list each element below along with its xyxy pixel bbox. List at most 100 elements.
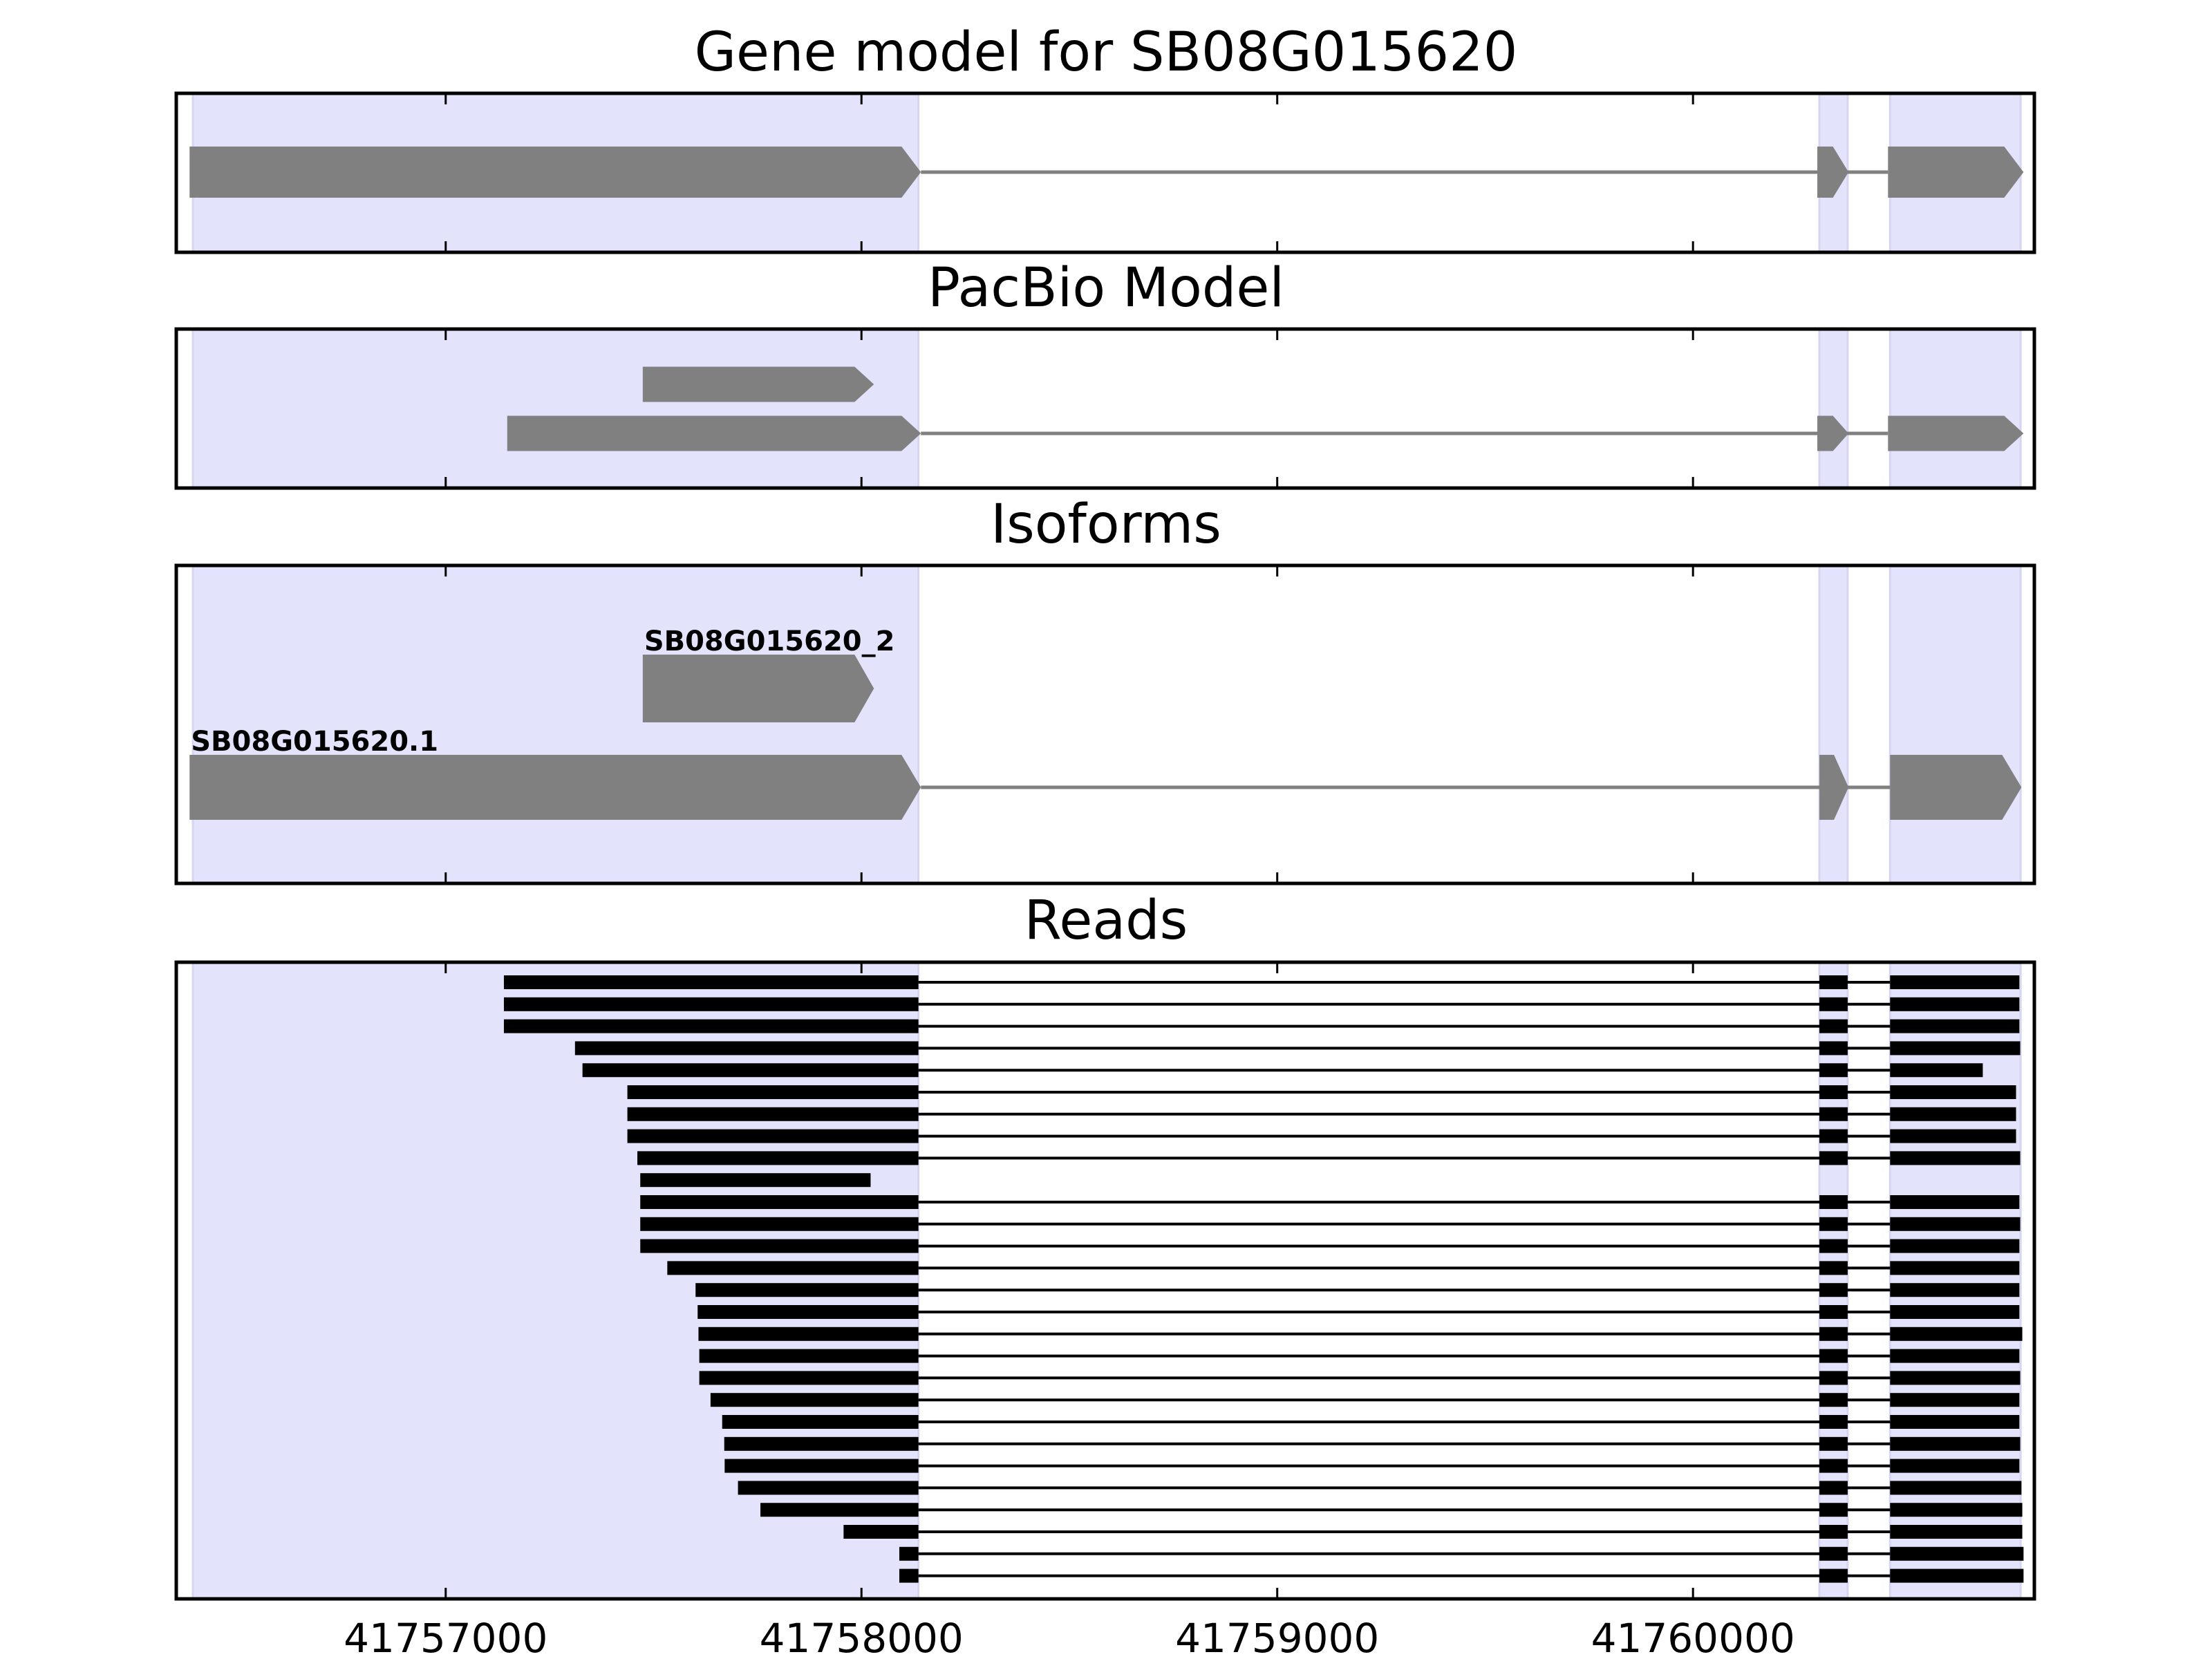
read-block — [710, 1393, 919, 1407]
read-block — [760, 1503, 919, 1517]
axes-frame — [174, 563, 2036, 885]
x-tick-label: 41759000 — [1175, 1615, 1379, 1659]
read-block — [627, 1129, 919, 1143]
read-block — [1819, 1349, 1848, 1363]
read-block — [1819, 1239, 1848, 1253]
read-block — [699, 1349, 919, 1363]
read-block — [637, 1151, 919, 1165]
read-block — [843, 1525, 919, 1539]
read-block — [1890, 1371, 2021, 1385]
read-block — [1890, 1393, 2020, 1407]
read-block — [1819, 1063, 1848, 1078]
read-block — [1890, 1019, 2020, 1033]
read-block — [1890, 1217, 2021, 1231]
read-block — [1890, 1459, 2020, 1473]
read-block — [695, 1283, 919, 1297]
read-block — [640, 1173, 871, 1188]
read-block — [1890, 1481, 2022, 1495]
read-block — [1890, 1568, 2024, 1583]
exon-block — [189, 147, 921, 198]
read-block — [724, 1459, 919, 1473]
read-block — [503, 975, 919, 989]
read-block — [640, 1195, 919, 1209]
panel-title-isoforms: Isoforms — [991, 494, 1221, 556]
read-block — [582, 1063, 919, 1078]
read-block — [1819, 1305, 1848, 1319]
exon-block — [1888, 415, 2024, 451]
read-block — [1819, 1129, 1848, 1143]
shaded-exon-region — [1888, 564, 2022, 885]
read-block — [1819, 1217, 1848, 1231]
axes-frame — [174, 327, 2036, 490]
isoform-label: SB08G015620_2 — [644, 626, 895, 657]
shaded-exon-region — [1818, 328, 1849, 489]
read-block — [1890, 1063, 1983, 1078]
read-block — [1890, 1436, 2021, 1451]
exon-block — [1817, 147, 1849, 198]
exon-block — [1890, 755, 2022, 820]
read-block — [1819, 1459, 1848, 1473]
exon-block — [1817, 415, 1849, 451]
exon-block — [1888, 147, 2024, 198]
axes-frame — [174, 91, 2036, 254]
axes-frame — [174, 960, 2036, 1601]
read-block — [627, 1107, 919, 1121]
read-block — [1890, 1546, 2024, 1561]
panel-title-reads: Reads — [1024, 890, 1188, 952]
read-block — [1890, 997, 2020, 1011]
read-block — [1819, 1436, 1848, 1451]
read-block — [1819, 1503, 1848, 1517]
read-block — [697, 1305, 919, 1319]
read-block — [1890, 1349, 2020, 1363]
read-block — [1890, 1151, 2021, 1165]
read-block — [1819, 1041, 1848, 1056]
read-block — [1819, 997, 1848, 1011]
read-block — [1890, 1415, 2020, 1429]
read-block — [1819, 1327, 1848, 1341]
read-block — [1819, 1019, 1848, 1033]
exon-block — [1819, 755, 1849, 820]
isoform-label: SB08G015620.1 — [191, 726, 438, 758]
read-block — [1890, 1283, 2020, 1297]
read-block — [1819, 1546, 1848, 1561]
read-block — [1819, 1085, 1848, 1099]
read-block — [1890, 1305, 2020, 1319]
read-block — [1890, 1327, 2023, 1341]
exon-block — [642, 366, 874, 402]
read-block — [503, 1019, 919, 1033]
read-block — [503, 997, 919, 1011]
panel-title-pacbio: PacBio Model — [928, 257, 1284, 319]
read-block — [899, 1568, 919, 1583]
read-block — [1819, 1107, 1848, 1121]
read-block — [667, 1261, 919, 1275]
shaded-exon-region — [1818, 564, 1849, 885]
read-block — [1819, 1568, 1848, 1583]
read-block — [1890, 1525, 2023, 1539]
exon-block — [642, 655, 874, 722]
read-block — [899, 1546, 919, 1561]
panel-title-gene-model: Gene model for SB08G015620 — [695, 21, 1518, 84]
x-tick-label: 41760000 — [1591, 1615, 1795, 1659]
read-block — [1890, 1107, 2016, 1121]
read-block — [627, 1085, 919, 1099]
read-block — [1819, 1481, 1848, 1495]
read-block — [722, 1415, 919, 1429]
read-block — [1890, 1195, 2020, 1209]
read-block — [1890, 1239, 2020, 1253]
read-block — [699, 1371, 919, 1385]
shaded-exon-region — [1888, 328, 2022, 489]
read-block — [738, 1481, 919, 1495]
read-block — [1819, 1371, 1848, 1385]
shaded-exon-region — [191, 328, 920, 489]
read-block — [1890, 1041, 2021, 1056]
read-block — [1819, 1261, 1848, 1275]
read-block — [1890, 1085, 2016, 1099]
read-block — [724, 1436, 919, 1451]
read-block — [1819, 1283, 1848, 1297]
read-block — [1819, 1195, 1848, 1209]
read-block — [1890, 975, 2020, 989]
read-block — [1890, 1129, 2016, 1143]
x-tick-label: 41758000 — [760, 1615, 964, 1659]
read-block — [698, 1327, 919, 1341]
read-block — [1819, 1151, 1848, 1165]
